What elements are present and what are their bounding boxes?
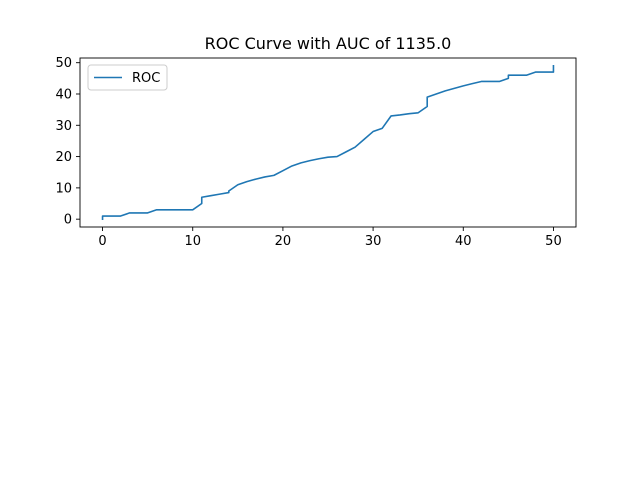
y-tick-label: 10	[55, 181, 72, 196]
series-line-roc	[101, 65, 555, 220]
x-tick-label: 10	[184, 234, 201, 249]
x-tick-label: 0	[98, 234, 106, 249]
x-tick-label: 20	[275, 234, 292, 249]
y-tick-label: 40	[55, 87, 72, 102]
axes-frame	[79, 57, 577, 228]
legend-label: ROC	[132, 71, 160, 86]
y-tick-label: 0	[64, 213, 72, 228]
chart-title: ROC Curve with AUC of 1135.0	[205, 34, 452, 53]
y-tick-label: 30	[55, 119, 72, 134]
x-tick-label: 40	[455, 234, 472, 249]
x-tick-label: 50	[545, 234, 562, 249]
legend-box	[87, 64, 168, 91]
y-tick-label: 20	[55, 150, 72, 165]
legend: ROC	[87, 64, 168, 91]
x-tick-label: 30	[365, 234, 382, 249]
plot-area	[101, 65, 555, 220]
y-tick-label: 50	[55, 56, 72, 71]
axes: 0 10 20 30 40 50 0 10 20 30 40 50	[55, 56, 577, 249]
